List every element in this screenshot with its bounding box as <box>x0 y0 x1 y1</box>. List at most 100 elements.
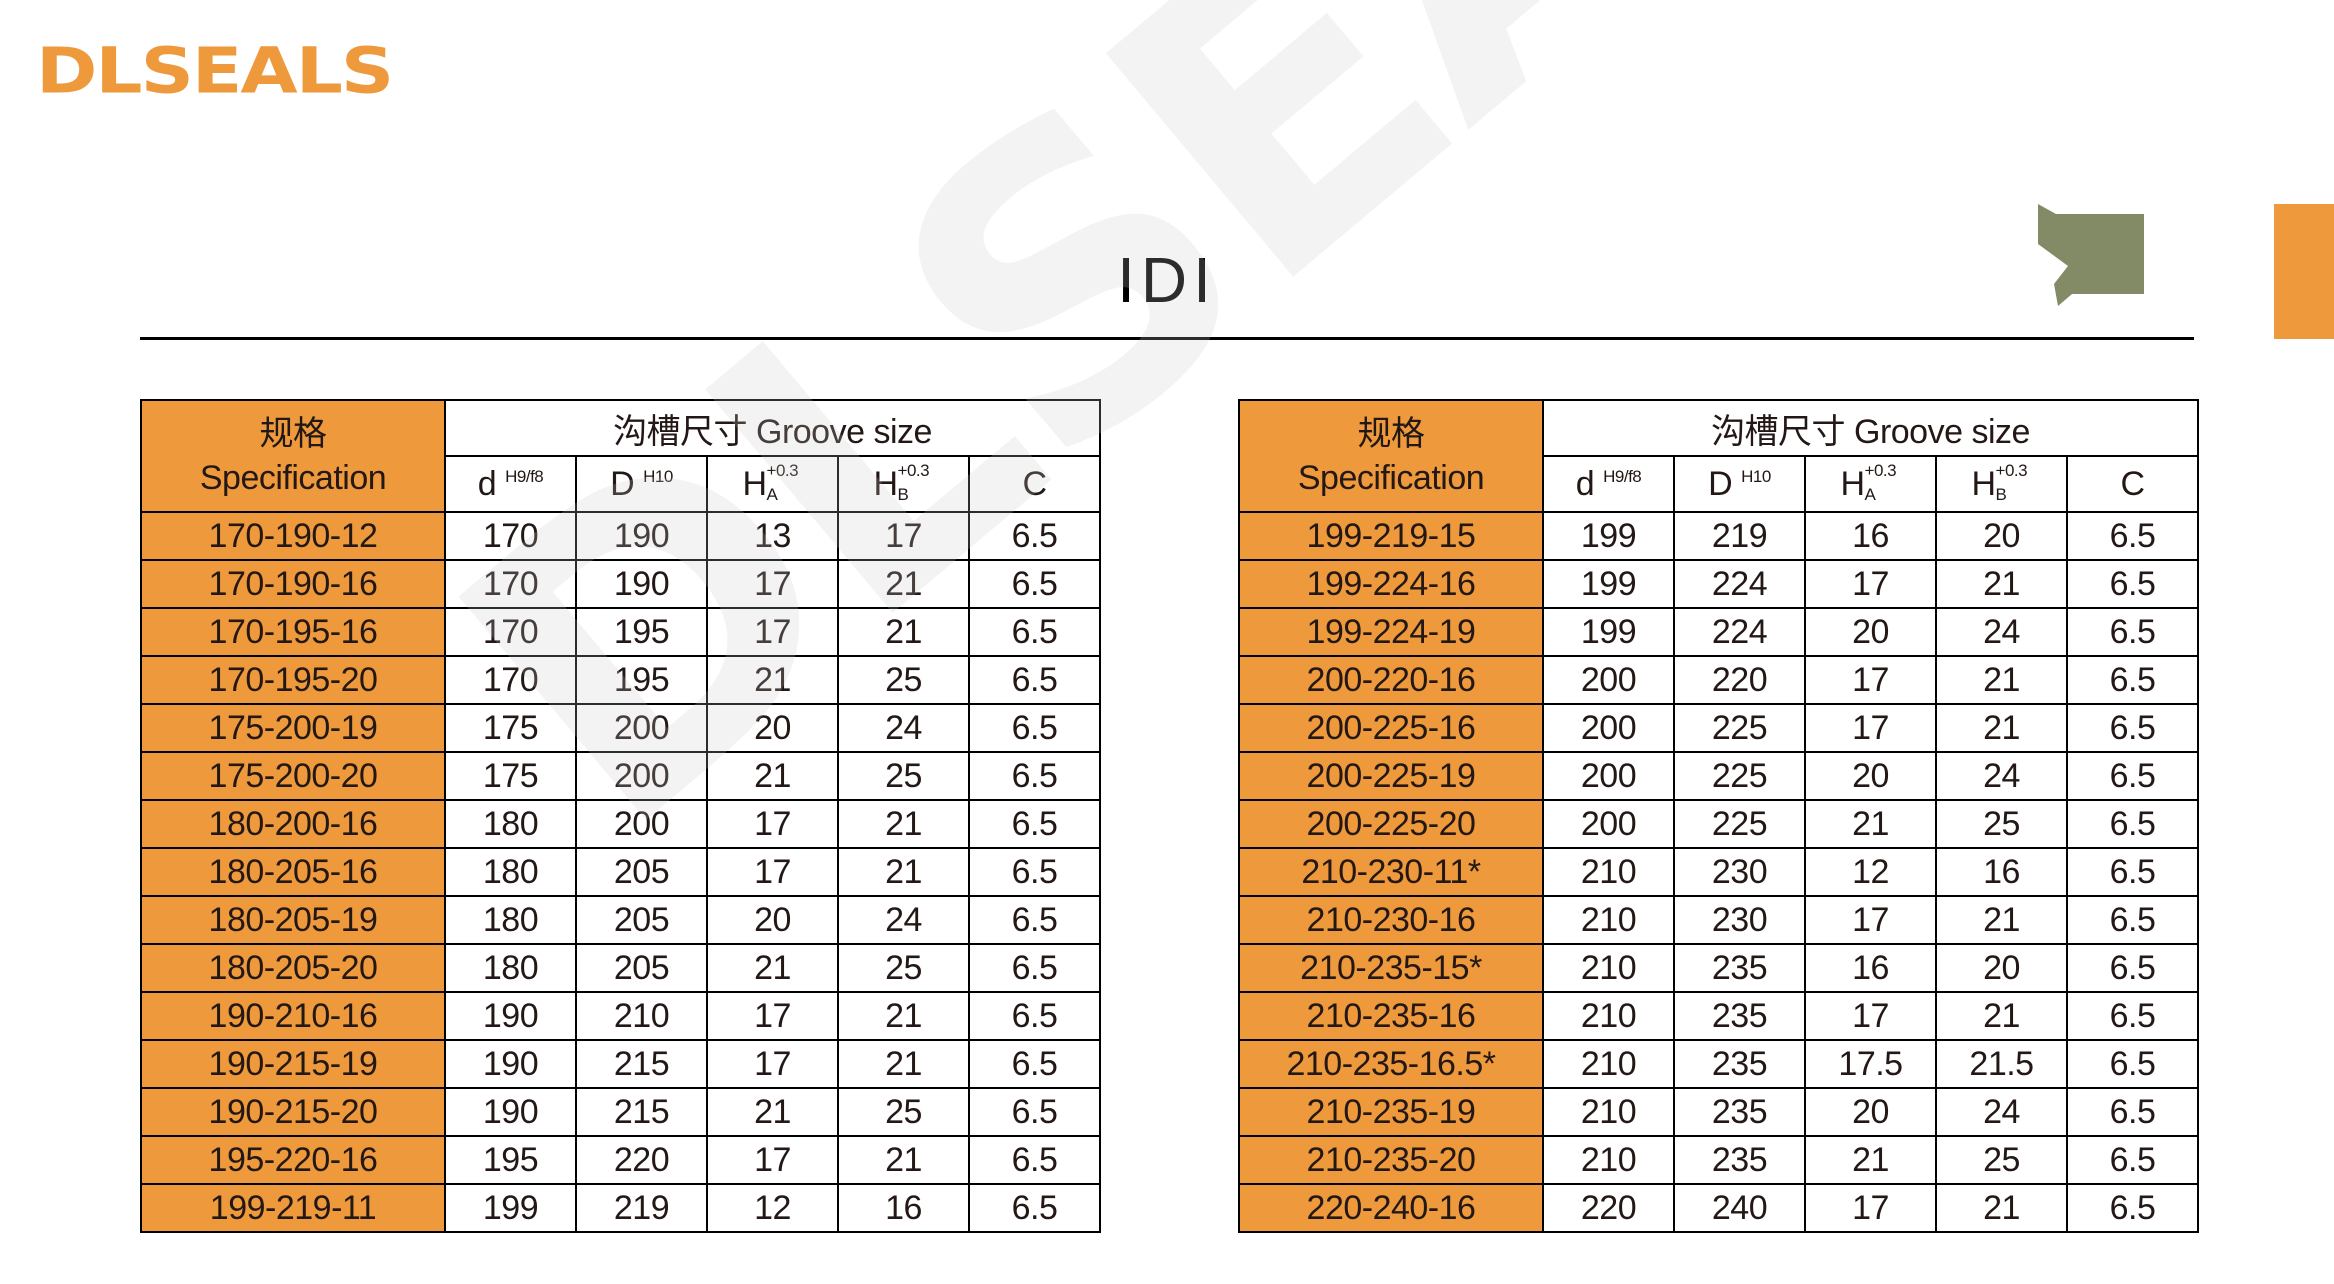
value-cell: 17 <box>1804 703 1937 753</box>
spec-cell: 210-235-20 <box>1238 1135 1544 1185</box>
spec-header-en: Specification <box>199 459 387 497</box>
table-row: 170-195-20 170 195 21 25 6.5 <box>140 655 1101 705</box>
value-cell: 225 <box>1673 751 1806 801</box>
spec-cell: 190-215-19 <box>140 1039 446 1089</box>
value-cell: 6.5 <box>968 1135 1101 1185</box>
value-cell: 21 <box>837 1135 970 1185</box>
value-cell: 21 <box>1935 895 2068 945</box>
value-cell: 12 <box>706 1183 839 1233</box>
value-cell: 224 <box>1673 607 1806 657</box>
table-row: 199-224-16 199 224 17 21 6.5 <box>1238 559 2199 609</box>
table-row: 200-225-19 200 225 20 24 6.5 <box>1238 751 2199 801</box>
value-cell: 25 <box>1935 799 2068 849</box>
table-row: 210-230-11* 210 230 12 16 6.5 <box>1238 847 2199 897</box>
value-cell: 6.5 <box>2066 943 2199 993</box>
value-cell: 235 <box>1673 1039 1806 1089</box>
value-cell: 210 <box>1542 943 1675 993</box>
value-cell: 225 <box>1673 799 1806 849</box>
value-cell: 210 <box>1542 895 1675 945</box>
table-row: 190-215-19 190 215 17 21 6.5 <box>140 1039 1101 1089</box>
value-cell: 219 <box>1673 511 1806 561</box>
value-cell: 21 <box>706 655 839 705</box>
spec-header: 规格 Specification <box>140 399 446 513</box>
tolerance: +0.3 A <box>767 461 803 504</box>
table-row: 190-215-20 190 215 21 25 6.5 <box>140 1087 1101 1137</box>
column-symbol: C <box>1022 464 1047 503</box>
value-cell: 6.5 <box>2066 799 2199 849</box>
table-row: 210-230-16 210 230 17 21 6.5 <box>1238 895 2199 945</box>
tolerance-sub: B <box>1995 484 2007 504</box>
spec-cell: 210-235-16 <box>1238 991 1544 1041</box>
value-cell: 6.5 <box>2066 1135 2199 1185</box>
value-cell: 175 <box>444 703 577 753</box>
value-cell: 224 <box>1673 559 1806 609</box>
table-row: 190-210-16 190 210 17 21 6.5 <box>140 991 1101 1041</box>
spec-header-en: Specification <box>1297 459 1485 497</box>
side-tab <box>2274 204 2334 339</box>
table-row: 180-200-16 180 200 17 21 6.5 <box>140 799 1101 849</box>
value-cell: 21 <box>706 1087 839 1137</box>
groove-size-header: 沟槽尺寸 Groove size <box>444 399 1101 457</box>
value-cell: 230 <box>1673 847 1806 897</box>
value-cell: 170 <box>444 511 577 561</box>
table-row: 180-205-16 180 205 17 21 6.5 <box>140 847 1101 897</box>
table-row: 200-220-16 200 220 17 21 6.5 <box>1238 655 2199 705</box>
value-cell: 17 <box>1804 1183 1937 1233</box>
value-cell: 200 <box>575 799 708 849</box>
value-cell: 21 <box>837 607 970 657</box>
value-cell: 190 <box>444 1087 577 1137</box>
title-divider <box>140 337 2194 340</box>
column-header: H +0.3 B <box>837 455 970 513</box>
spec-cell: 220-240-16 <box>1238 1183 1544 1233</box>
value-cell: 210 <box>1542 991 1675 1041</box>
column-symbol: d <box>1575 464 1595 503</box>
value-cell: 17 <box>706 607 839 657</box>
column-header: d H9/f8 <box>444 455 577 513</box>
spec-cell: 180-205-16 <box>140 847 446 897</box>
value-cell: 6.5 <box>2066 559 2199 609</box>
tolerance-sup: H10 <box>643 466 673 486</box>
value-cell: 17 <box>1804 895 1937 945</box>
value-cell: 210 <box>575 991 708 1041</box>
table-row: 199-219-15 199 219 16 20 6.5 <box>1238 511 2199 561</box>
value-cell: 6.5 <box>2066 511 2199 561</box>
value-cell: 6.5 <box>2066 751 2199 801</box>
spec-cell: 200-225-16 <box>1238 703 1544 753</box>
value-cell: 210 <box>1542 1087 1675 1137</box>
value-cell: 210 <box>1542 1135 1675 1185</box>
value-cell: 17 <box>706 991 839 1041</box>
value-cell: 195 <box>575 607 708 657</box>
tolerance-sup: +0.3 <box>766 460 799 480</box>
value-cell: 200 <box>1542 703 1675 753</box>
value-cell: 6.5 <box>968 847 1101 897</box>
table-row: 220-240-16 220 240 17 21 6.5 <box>1238 1183 2199 1233</box>
value-cell: 199 <box>444 1183 577 1233</box>
value-cell: 21 <box>1935 655 2068 705</box>
value-cell: 6.5 <box>2066 1039 2199 1089</box>
value-cell: 20 <box>1804 1087 1937 1137</box>
tolerance-sup: H9/f8 <box>1603 466 1642 486</box>
value-cell: 20 <box>1935 511 2068 561</box>
value-cell: 240 <box>1673 1183 1806 1233</box>
spec-cell: 210-230-11* <box>1238 847 1544 897</box>
value-cell: 6.5 <box>968 1039 1101 1089</box>
groove-size-table-left: 规格 Specification 沟槽尺寸 Groove size d H9/f8 D … <box>140 399 1101 1233</box>
value-cell: 17 <box>706 1039 839 1089</box>
spec-cell: 170-190-12 <box>140 511 446 561</box>
value-cell: 235 <box>1673 943 1806 993</box>
value-cell: 170 <box>444 655 577 705</box>
value-cell: 17 <box>706 1135 839 1185</box>
value-cell: 17 <box>837 511 970 561</box>
tolerance-sub: B <box>897 484 909 504</box>
tolerance-sup: +0.3 <box>1864 460 1897 480</box>
spec-cell: 170-195-16 <box>140 607 446 657</box>
value-cell: 20 <box>706 895 839 945</box>
spec-cell: 175-200-20 <box>140 751 446 801</box>
spec-cell: 190-215-20 <box>140 1087 446 1137</box>
header-row: 规格 Specification 沟槽尺寸 Groove size <box>1238 399 2199 513</box>
spec-cell: 180-205-20 <box>140 943 446 993</box>
spec-cell: 210-235-15* <box>1238 943 1544 993</box>
spec-cell: 180-205-19 <box>140 895 446 945</box>
value-cell: 21 <box>837 559 970 609</box>
value-cell: 6.5 <box>968 895 1101 945</box>
